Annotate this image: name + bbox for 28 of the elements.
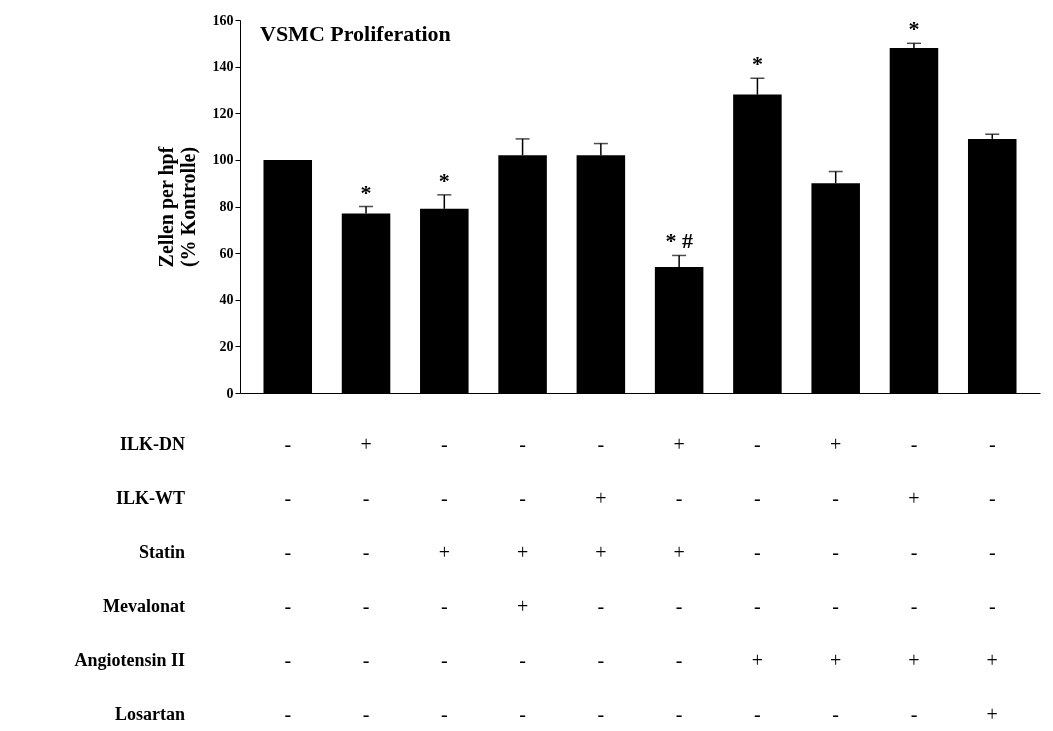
text: Losartan [114,704,185,724]
data-label: * [751,51,763,77]
y-axis-title: Zellen per hpf (% Kontrolle) [154,146,200,268]
y-tick-label: 20 [219,338,234,354]
text: - - + + + + - - - - [284,541,996,563]
data-label: * # [665,228,693,254]
text: ILK-WT [115,488,185,508]
y-tick-label: 0 [226,385,234,401]
text: - - - - - - + + + + [284,649,998,671]
text: Mevalonat [103,596,186,616]
data-label: * [438,167,450,193]
y-tick-label: 100 [212,152,234,168]
text: Statin [138,542,185,562]
y-tick-label: 60 [219,245,234,261]
chart-title: VSMC Proliferation [260,21,451,46]
text: - - - - + - - - + - [284,487,996,509]
y-tick-label: 40 [219,292,234,308]
data-label: * [360,179,372,205]
data-label: * [908,16,920,42]
text: - - - + - - - - - - [284,595,996,617]
text: Angiotensin II [74,650,185,670]
text: ILK-DN [119,434,185,454]
text: - + - - - + - + - - [284,433,996,455]
y-tick-label: 120 [212,105,234,121]
text: - - - - - - - - - + [284,703,998,725]
y-tick-label: 160 [212,12,234,28]
y-tick-label: 80 [219,199,234,214]
y-tick-label: 140 [212,59,234,75]
